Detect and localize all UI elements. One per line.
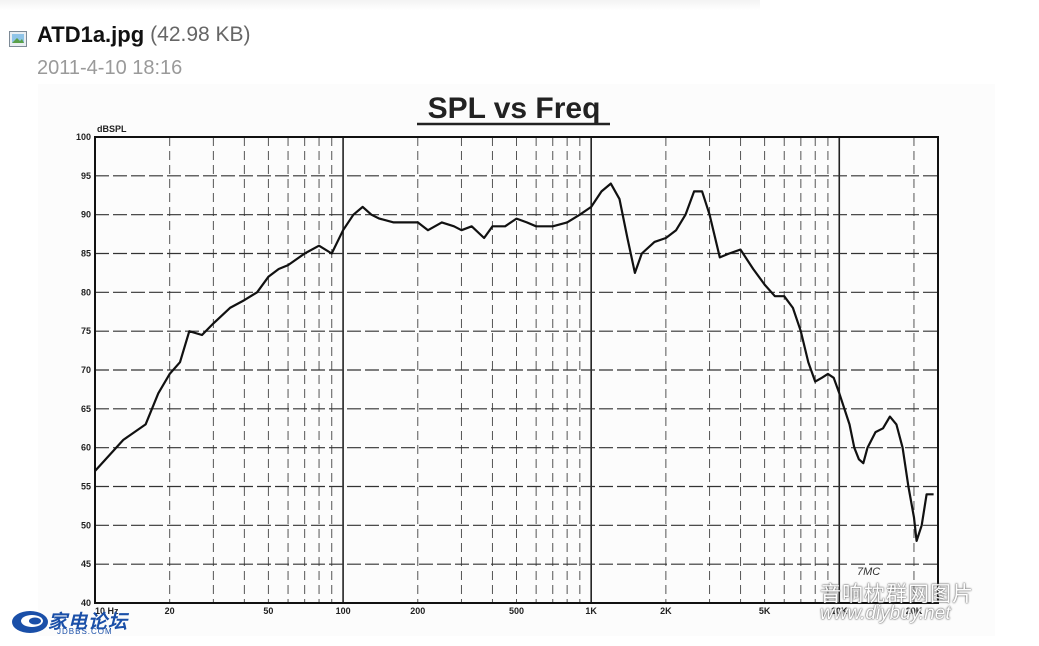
- y-tick-label: 85: [81, 249, 91, 259]
- y-tick-label: 65: [81, 404, 91, 414]
- x-tick-label: 2K: [660, 606, 672, 616]
- logo-left-subtext: JDBBS.COM: [57, 627, 113, 636]
- attachment-header: ATD1a.jpg (42.98 KB): [9, 22, 251, 48]
- attachment-filename[interactable]: ATD1a.jpg: [37, 22, 145, 47]
- x-tick-label: 500: [509, 606, 524, 616]
- x-tick-label: 20K: [906, 606, 923, 616]
- y-tick-label: 50: [81, 520, 91, 530]
- series-line: [94, 182, 934, 543]
- y-tick-label: 90: [81, 210, 91, 220]
- logo-left-text: 家电论坛: [48, 612, 129, 633]
- y-tick-label: 80: [81, 287, 91, 297]
- x-tick-label: 100: [336, 606, 351, 616]
- watermark-title: 音响枕群网图片: [820, 583, 974, 606]
- x-tick-label: 5K: [759, 606, 771, 616]
- y-tick-label: 70: [81, 365, 91, 375]
- top-divider: [0, 0, 760, 10]
- image-file-icon: [9, 31, 27, 47]
- y-tick-label: 40: [81, 598, 91, 608]
- chart-title: SPL vs Freq: [428, 92, 601, 125]
- y-tick-label: 45: [81, 559, 91, 569]
- x-tick-label: 1K: [585, 606, 597, 616]
- y-tick-label: 55: [81, 482, 91, 492]
- y-tick-label: 75: [81, 326, 91, 336]
- chart-annotation: 7MC: [857, 566, 880, 578]
- x-tick-label: 10 Hz: [95, 606, 119, 616]
- y-tick-label: 100: [76, 132, 91, 142]
- plot-border: [94, 136, 939, 604]
- x-tick-label: 50: [263, 606, 273, 616]
- y-axis-label: dBSPL: [97, 124, 127, 134]
- x-tick-label: 200: [410, 606, 425, 616]
- x-tick-label: 20: [165, 606, 175, 616]
- x-tick-label: 10K: [831, 606, 848, 616]
- watermark-url: www.diybuy.net: [820, 603, 951, 624]
- attachment-size: (42.98 KB): [150, 23, 251, 46]
- attachment-date: 2011-4-10 18:16: [37, 57, 183, 79]
- y-tick-label: 95: [81, 171, 91, 181]
- jdbbs-logo-icon: [12, 611, 48, 633]
- y-tick-label: 60: [81, 443, 91, 453]
